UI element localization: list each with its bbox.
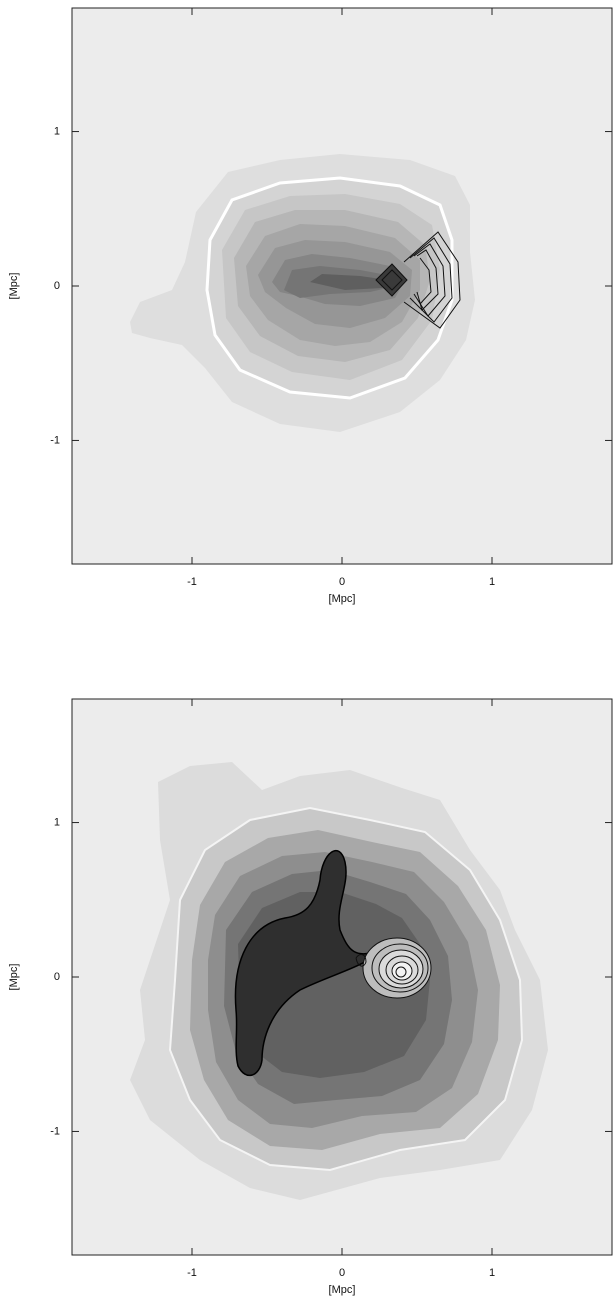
x-tick-label: -1: [187, 576, 197, 588]
y-tick-label: 1: [54, 816, 60, 828]
y-tick-label: 1: [54, 125, 60, 137]
map-bottom: [72, 699, 612, 1255]
y-axis-label: [Mpc]: [8, 273, 20, 300]
y-tick-label: -1: [50, 1125, 60, 1137]
y-axis-label: [Mpc]: [8, 964, 20, 991]
y-tick-label: -1: [50, 434, 60, 446]
x-axis-label: [Mpc]: [329, 593, 356, 605]
y-tick-label: 0: [54, 971, 60, 983]
map-top: [72, 8, 612, 564]
x-tick-label: 0: [339, 1267, 345, 1279]
y-tick-label: 0: [54, 280, 60, 292]
x-tick-label: 1: [489, 576, 495, 588]
x-axis-label: [Mpc]: [329, 1284, 356, 1296]
x-tick-label: 0: [339, 576, 345, 588]
x-tick-label: -1: [187, 1267, 197, 1279]
core-blob: [234, 849, 382, 1077]
x-tick-label: 1: [489, 1267, 495, 1279]
